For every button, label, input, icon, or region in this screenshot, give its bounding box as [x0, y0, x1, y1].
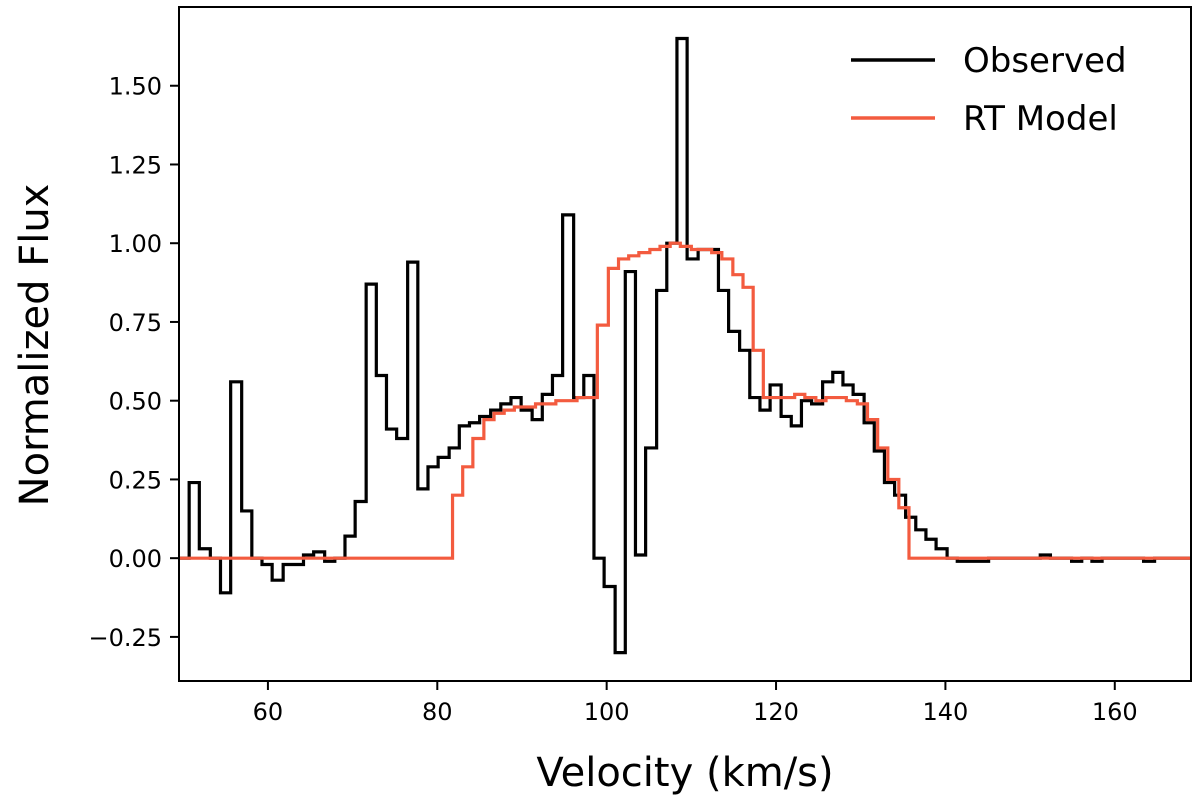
x-tick-label-60: 60 — [253, 698, 284, 726]
y-tick-label-2: 0.25 — [109, 466, 162, 494]
x-axis-label: Velocity (km/s) — [536, 750, 833, 796]
y-tick-label-7: 1.50 — [109, 73, 162, 101]
y-tick-label-6: 1.25 — [109, 151, 162, 179]
y-axis-label: Normalized Flux — [12, 184, 58, 507]
series-line-rt-model — [179, 241, 1191, 560]
series-layer — [179, 36, 1191, 655]
legend-label-rt-model: RT Model — [963, 99, 1118, 139]
legend-label-observed: Observed — [963, 41, 1127, 81]
x-tick-label-80: 80 — [422, 698, 453, 726]
axis-layer: 60 80 100 120 140 160 −0.25 0.00 0.25 0.50 0.75 1.0… — [88, 6, 1192, 726]
x-tick-label-160: 160 — [1092, 698, 1138, 726]
y-tick-label-3: 0.50 — [109, 388, 162, 416]
y-tick-label-1: 0.00 — [109, 545, 162, 573]
x-tick-label-140: 140 — [923, 698, 969, 726]
x-tick-label-100: 100 — [584, 698, 630, 726]
legend: Observed RT Model — [851, 41, 1127, 139]
y-tick-label-5: 1.00 — [109, 230, 162, 258]
plot-frame — [178, 6, 1192, 682]
x-tick-label-120: 120 — [753, 698, 799, 726]
y-tick-label-0: −0.25 — [88, 624, 162, 652]
y-tick-label-4: 0.75 — [109, 309, 162, 337]
